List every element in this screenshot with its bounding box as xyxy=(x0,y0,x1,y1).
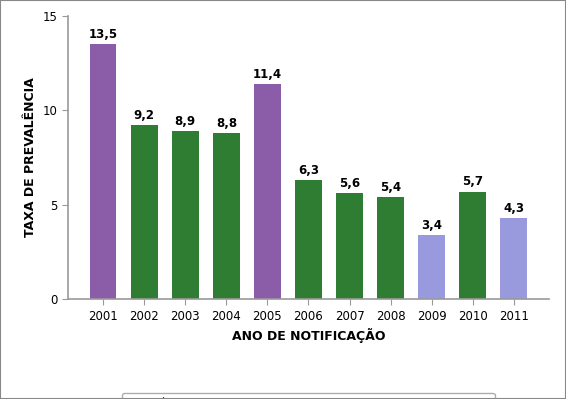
Bar xyxy=(336,194,363,299)
X-axis label: ANO DE NOTIFICAÇÃO: ANO DE NOTIFICAÇÃO xyxy=(231,328,385,343)
Text: 11,4: 11,4 xyxy=(253,67,282,81)
Text: 5,4: 5,4 xyxy=(380,181,401,194)
Text: 8,8: 8,8 xyxy=(216,117,237,130)
Text: 8,9: 8,9 xyxy=(175,115,196,128)
Bar xyxy=(172,131,199,299)
Text: 9,2: 9,2 xyxy=(134,109,155,122)
Text: 13,5: 13,5 xyxy=(88,28,118,41)
Bar xyxy=(254,84,281,299)
Text: 5,7: 5,7 xyxy=(462,175,483,188)
Y-axis label: TAXA DE PREVALÊNCIA: TAXA DE PREVALÊNCIA xyxy=(24,78,37,237)
Text: 3,4: 3,4 xyxy=(421,219,442,232)
Bar xyxy=(418,235,445,299)
Text: 4,3: 4,3 xyxy=(503,201,524,215)
Text: 5,6: 5,6 xyxy=(339,177,360,190)
Bar xyxy=(90,44,117,299)
Bar xyxy=(460,192,486,299)
Bar xyxy=(378,197,404,299)
Legend: MÉDIO (1 - 4,9), ALTO (5 - 9,9), MUITO ALTO (10 - 14,9): MÉDIO (1 - 4,9), ALTO (5 - 9,9), MUITO A… xyxy=(122,393,495,399)
Bar xyxy=(500,218,527,299)
Bar xyxy=(131,126,157,299)
Bar xyxy=(213,133,239,299)
Text: 6,3: 6,3 xyxy=(298,164,319,177)
Bar xyxy=(295,180,322,299)
